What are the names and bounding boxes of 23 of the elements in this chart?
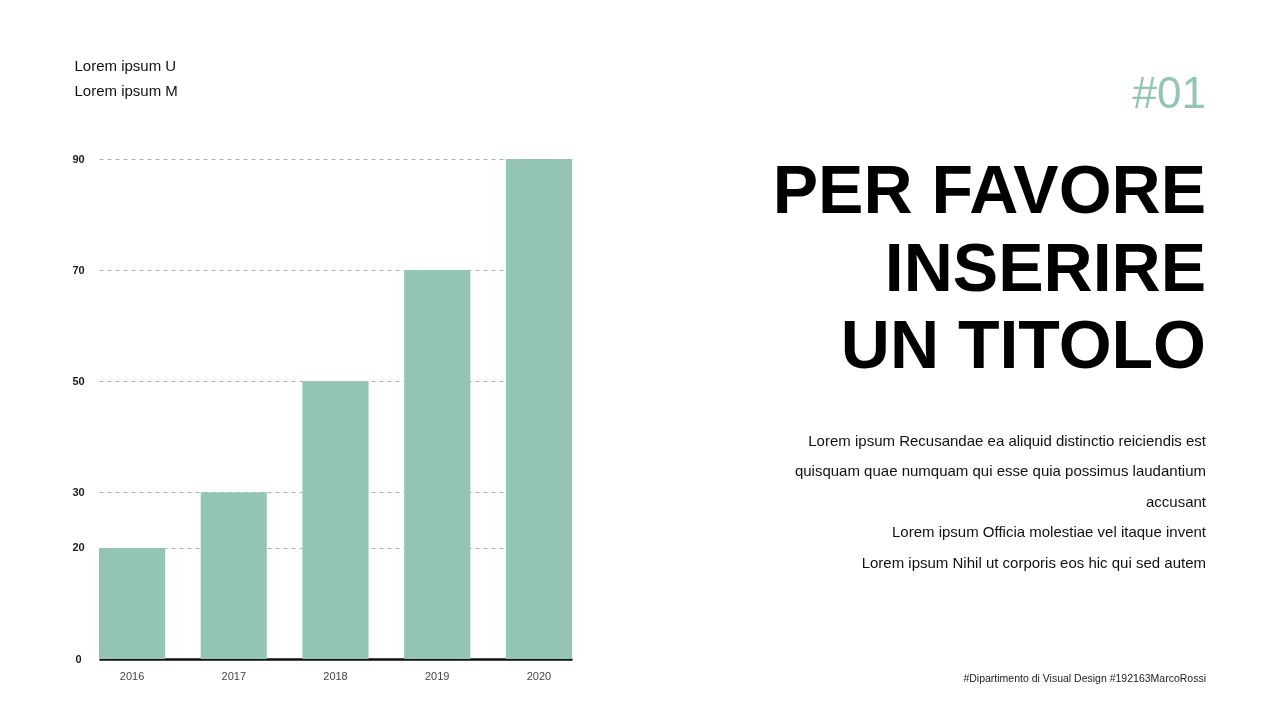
bar [505,159,572,659]
x-tick-label: 2016 [119,669,145,682]
y-tick-label: 90 [72,152,85,165]
y-tick-label: 70 [72,263,85,276]
y-axis-title: Lorem ipsum U Lorem ipsum M [74,56,178,99]
text: Lorem ipsum Officia molestiae vel itaque invent [891,523,1207,541]
bar [302,381,369,659]
text: PER FAVORE INSERIRE UN TITOLO [772,151,1206,382]
y-tick-label: 20 [72,541,85,554]
text: #Dipartimento di Visual Design #192163MarcoRossi [963,672,1206,684]
bar [99,547,166,659]
bar [200,492,267,659]
x-tick-label: 2017 [221,669,247,682]
x-tick-label: 2018 [323,669,348,682]
y-tick-label: 30 [72,485,85,498]
x-tick-label: 2020 [526,669,552,682]
text: Lorem ipsum Recusandae ea aliquid distinctio reiciendis est quisquam quae numquam qui esse quia possimus laudantium accusant [794,432,1207,510]
bar [404,270,471,659]
text: #01 [1132,68,1206,117]
y-tick-label: 50 [72,374,85,387]
x-tick-label: 2019 [424,669,450,682]
y-tick-label: 0 [75,652,82,665]
text: Lorem ipsum Nihil ut corporis eos hic qui sed autem [861,553,1206,571]
